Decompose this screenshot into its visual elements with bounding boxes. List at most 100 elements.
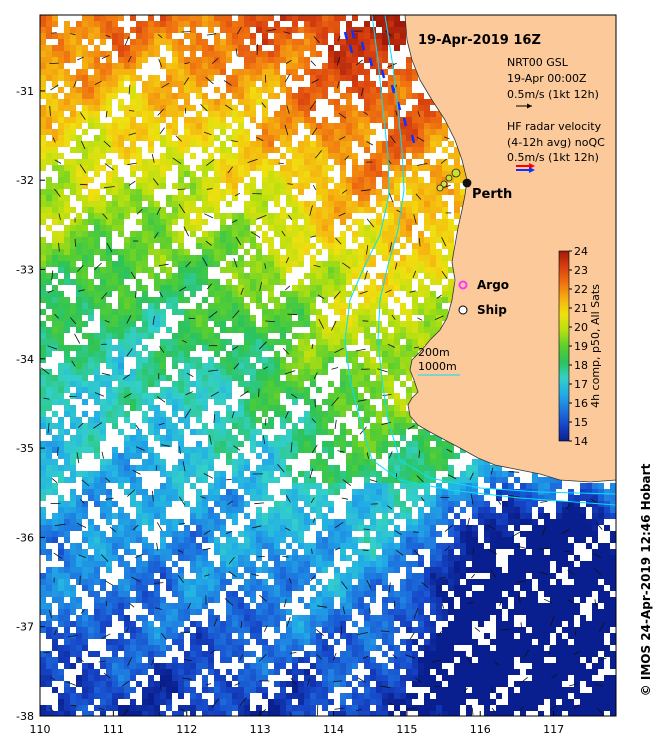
sst-cell xyxy=(178,357,184,363)
sst-cell xyxy=(406,345,412,351)
sst-cell xyxy=(184,213,190,219)
sst-cell xyxy=(100,147,106,153)
sst-cell xyxy=(220,369,226,375)
sst-cell xyxy=(322,183,328,189)
sst-cell xyxy=(154,465,160,471)
sst-cell xyxy=(202,459,208,465)
sst-cell xyxy=(310,99,316,105)
sst-cell xyxy=(226,213,232,219)
sst-cell xyxy=(190,531,196,537)
sst-cell xyxy=(400,477,406,483)
sst-cell xyxy=(130,477,136,483)
sst-cell xyxy=(70,45,76,51)
sst-cell xyxy=(394,93,400,99)
sst-cell xyxy=(76,231,82,237)
sst-cell xyxy=(130,369,136,375)
sst-cell xyxy=(142,45,148,51)
sst-cell xyxy=(244,261,250,267)
sst-cell xyxy=(148,147,154,153)
sst-cell xyxy=(166,291,172,297)
sst-cell xyxy=(298,489,304,495)
sst-cell xyxy=(58,399,64,405)
sst-cell xyxy=(268,267,274,273)
sst-cell xyxy=(94,303,100,309)
sst-cell xyxy=(202,261,208,267)
sst-cell xyxy=(454,537,460,543)
sst-cell xyxy=(364,129,370,135)
sst-cell xyxy=(328,177,334,183)
sst-cell xyxy=(124,387,130,393)
sst-cell xyxy=(76,321,82,327)
sst-cell xyxy=(178,399,184,405)
sst-cell xyxy=(118,471,124,477)
sst-cell xyxy=(238,303,244,309)
sst-cell xyxy=(172,39,178,45)
sst-cell xyxy=(184,363,190,369)
sst-cell xyxy=(250,99,256,105)
sst-cell xyxy=(154,327,160,333)
sst-cell xyxy=(340,153,346,159)
sst-cell xyxy=(142,111,148,117)
sst-cell xyxy=(322,207,328,213)
sst-cell xyxy=(400,135,406,141)
sst-cell xyxy=(124,531,130,537)
sst-cell xyxy=(256,57,262,63)
sst-cell xyxy=(118,45,124,51)
sst-cell xyxy=(604,495,610,501)
sst-cell xyxy=(52,93,58,99)
sst-cell xyxy=(508,489,514,495)
sst-cell xyxy=(322,411,328,417)
sst-cell xyxy=(136,327,142,333)
sst-cell xyxy=(388,483,394,489)
sst-cell xyxy=(346,63,352,69)
sst-cell xyxy=(298,75,304,81)
sst-cell xyxy=(208,507,214,513)
sst-cell xyxy=(328,165,334,171)
sst-cell xyxy=(292,237,298,243)
sst-cell xyxy=(274,543,280,549)
sst-cell xyxy=(298,351,304,357)
sst-cell xyxy=(226,183,232,189)
sst-cell xyxy=(292,201,298,207)
sst-cell xyxy=(280,507,286,513)
sst-cell xyxy=(574,501,580,507)
sst-cell xyxy=(322,285,328,291)
sst-cell xyxy=(496,531,502,537)
sst-cell xyxy=(244,129,250,135)
sst-cell xyxy=(196,549,202,555)
sst-cell xyxy=(136,465,142,471)
sst-cell xyxy=(178,243,184,249)
sst-cell xyxy=(268,135,274,141)
sst-cell xyxy=(130,39,136,45)
sst-cell xyxy=(160,507,166,513)
sst-cell xyxy=(82,177,88,183)
sst-cell xyxy=(142,465,148,471)
sst-cell xyxy=(232,165,238,171)
sst-cell xyxy=(190,21,196,27)
sst-cell xyxy=(316,171,322,177)
sst-cell xyxy=(268,237,274,243)
sst-cell xyxy=(196,429,202,435)
sst-cell xyxy=(118,303,124,309)
sst-cell xyxy=(286,171,292,177)
sst-cell xyxy=(106,417,112,423)
sst-cell xyxy=(280,237,286,243)
sst-cell xyxy=(328,429,334,435)
sst-cell xyxy=(376,339,382,345)
sst-cell xyxy=(220,531,226,537)
sst-cell xyxy=(292,123,298,129)
sst-cell xyxy=(172,255,178,261)
sst-cell xyxy=(58,177,64,183)
sst-cell xyxy=(454,213,460,219)
sst-cell xyxy=(226,153,232,159)
sst-cell xyxy=(256,555,262,561)
sst-cell xyxy=(346,387,352,393)
sst-cell xyxy=(100,543,106,549)
sst-cell xyxy=(136,387,142,393)
sst-cell xyxy=(136,147,142,153)
sst-cell xyxy=(256,489,262,495)
sst-cell xyxy=(82,267,88,273)
sst-cell xyxy=(46,459,52,465)
sst-cell xyxy=(148,429,154,435)
sst-cell xyxy=(298,429,304,435)
